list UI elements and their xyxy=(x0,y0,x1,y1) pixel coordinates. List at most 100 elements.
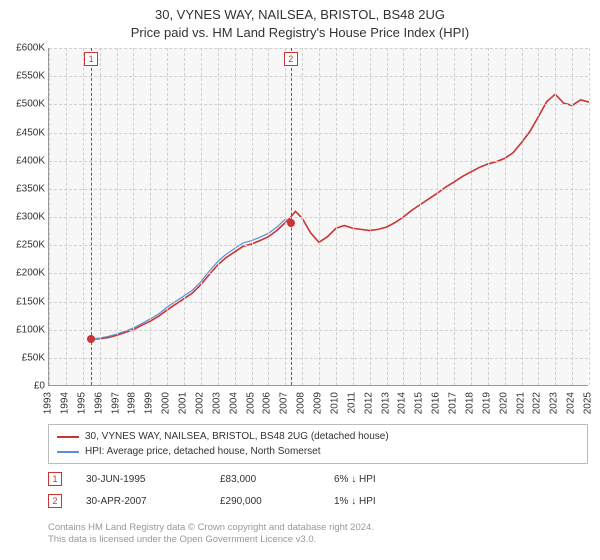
sales-marker-2: 2 xyxy=(48,494,62,508)
series-hpi xyxy=(91,219,291,339)
chart-container: 30, VYNES WAY, NAILSEA, BRISTOL, BS48 2U… xyxy=(0,0,600,560)
gridline-v xyxy=(387,48,388,385)
gridline-v xyxy=(488,48,489,385)
x-tick-label: 2010 xyxy=(329,392,340,414)
x-tick-label: 2015 xyxy=(414,392,425,414)
gridline-v xyxy=(268,48,269,385)
x-tick-label: 1996 xyxy=(93,392,104,414)
x-tick-label: 2004 xyxy=(228,392,239,414)
legend-row-hpi: HPI: Average price, detached house, Nort… xyxy=(57,444,579,459)
x-tick-label: 2018 xyxy=(464,392,475,414)
x-tick-label: 2013 xyxy=(380,392,391,414)
x-tick-label: 2021 xyxy=(515,392,526,414)
title-block: 30, VYNES WAY, NAILSEA, BRISTOL, BS48 2U… xyxy=(0,0,600,42)
footer-note: Contains HM Land Registry data © Crown c… xyxy=(48,522,374,547)
y-tick-label: £450K xyxy=(5,127,45,138)
x-tick-label: 2022 xyxy=(532,392,543,414)
x-tick-label: 2019 xyxy=(481,392,492,414)
sale-marker-box-1: 1 xyxy=(84,52,98,66)
x-tick-label: 2014 xyxy=(397,392,408,414)
x-tick-label: 1998 xyxy=(127,392,138,414)
x-tick-label: 1993 xyxy=(43,392,54,414)
gridline-v xyxy=(471,48,472,385)
y-tick-label: £600K xyxy=(5,43,45,54)
footer-line-1: Contains HM Land Registry data © Crown c… xyxy=(48,522,374,534)
gridline-v xyxy=(167,48,168,385)
legend-swatch-hpi xyxy=(57,451,79,453)
y-tick-label: £350K xyxy=(5,183,45,194)
x-tick-label: 2016 xyxy=(431,392,442,414)
plot-area: 12 xyxy=(48,48,588,386)
x-tick-label: 2008 xyxy=(296,392,307,414)
x-tick-label: 2009 xyxy=(313,392,324,414)
x-tick-label: 1994 xyxy=(59,392,70,414)
legend-label-hpi: HPI: Average price, detached house, Nort… xyxy=(85,444,321,459)
legend-row-price-paid: 30, VYNES WAY, NAILSEA, BRISTOL, BS48 2U… xyxy=(57,429,579,444)
gridline-v xyxy=(285,48,286,385)
gridline-v xyxy=(572,48,573,385)
y-tick-label: £150K xyxy=(5,296,45,307)
sales-row-2: 2 30-APR-2007 £290,000 1% ↓ HPI xyxy=(48,490,588,512)
gridline-v xyxy=(522,48,523,385)
gridline-v xyxy=(353,48,354,385)
y-tick-label: £500K xyxy=(5,99,45,110)
gridline-v xyxy=(49,48,50,385)
x-tick-label: 2001 xyxy=(178,392,189,414)
gridline-v xyxy=(555,48,556,385)
sale-vline-2 xyxy=(291,48,292,385)
gridline-v xyxy=(235,48,236,385)
x-tick-label: 2020 xyxy=(498,392,509,414)
gridline-v xyxy=(336,48,337,385)
y-tick-label: £50K xyxy=(5,352,45,363)
gridline-v xyxy=(133,48,134,385)
legend-swatch-price-paid xyxy=(57,436,79,438)
x-tick-label: 2003 xyxy=(211,392,222,414)
gridline-v xyxy=(370,48,371,385)
gridline-v xyxy=(150,48,151,385)
y-tick-label: £550K xyxy=(5,71,45,82)
sales-delta-2: 1% ↓ HPI xyxy=(334,496,414,507)
gridline-v xyxy=(66,48,67,385)
gridline-v xyxy=(403,48,404,385)
sales-date-1: 30-JUN-1995 xyxy=(86,474,196,485)
y-tick-label: £250K xyxy=(5,240,45,251)
sales-date-2: 30-APR-2007 xyxy=(86,496,196,507)
x-tick-label: 2012 xyxy=(363,392,374,414)
sales-price-2: £290,000 xyxy=(220,496,310,507)
sale-marker-box-2: 2 xyxy=(284,52,298,66)
gridline-v xyxy=(218,48,219,385)
gridline-v xyxy=(100,48,101,385)
y-tick-label: £0 xyxy=(5,381,45,392)
sale-dot-1 xyxy=(87,335,95,343)
gridline-v xyxy=(420,48,421,385)
gridline-v xyxy=(184,48,185,385)
gridline-v xyxy=(454,48,455,385)
gridline-v xyxy=(589,48,590,385)
x-tick-label: 2025 xyxy=(583,392,594,414)
x-tick-label: 2006 xyxy=(262,392,273,414)
y-tick-label: £200K xyxy=(5,268,45,279)
footer-line-2: This data is licensed under the Open Gov… xyxy=(48,534,374,546)
sales-row-1: 1 30-JUN-1995 £83,000 6% ↓ HPI xyxy=(48,468,588,490)
x-tick-label: 2002 xyxy=(194,392,205,414)
legend-box: 30, VYNES WAY, NAILSEA, BRISTOL, BS48 2U… xyxy=(48,424,588,464)
x-tick-label: 1997 xyxy=(110,392,121,414)
y-tick-label: £100K xyxy=(5,324,45,335)
gridline-v xyxy=(117,48,118,385)
x-tick-label: 1999 xyxy=(144,392,155,414)
y-tick-label: £300K xyxy=(5,212,45,223)
gridline-v xyxy=(302,48,303,385)
gridline-v xyxy=(505,48,506,385)
gridline-v xyxy=(201,48,202,385)
gridline-v xyxy=(252,48,253,385)
sales-table: 1 30-JUN-1995 £83,000 6% ↓ HPI 2 30-APR-… xyxy=(48,468,588,512)
x-tick-label: 2011 xyxy=(346,392,357,414)
title-address: 30, VYNES WAY, NAILSEA, BRISTOL, BS48 2U… xyxy=(0,6,600,24)
y-tick-label: £400K xyxy=(5,155,45,166)
sale-dot-2 xyxy=(287,219,295,227)
x-tick-label: 2024 xyxy=(566,392,577,414)
x-tick-label: 1995 xyxy=(76,392,87,414)
gridline-v xyxy=(83,48,84,385)
title-subtitle: Price paid vs. HM Land Registry's House … xyxy=(0,24,600,42)
x-tick-label: 2000 xyxy=(161,392,172,414)
